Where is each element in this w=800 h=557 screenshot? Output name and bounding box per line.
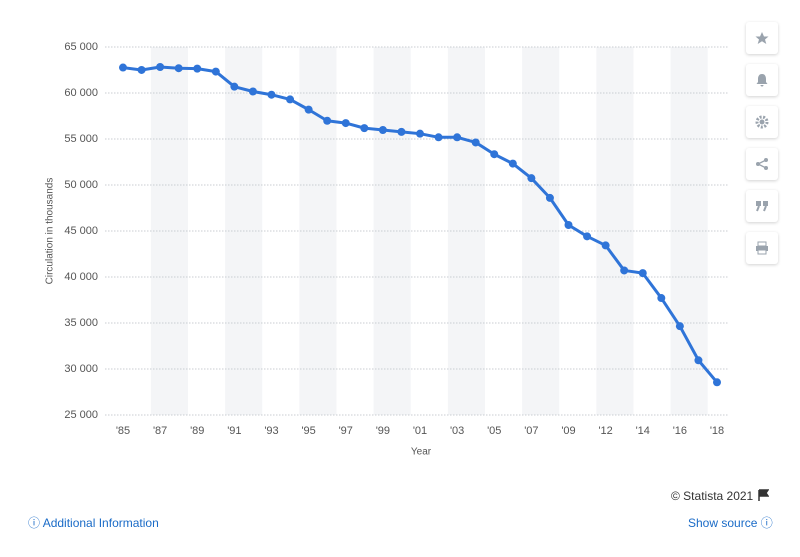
point [211,67,220,76]
x-tick-label: '01 [413,425,427,437]
point [137,65,146,74]
show-source-link[interactable]: Show source ⓘ [688,516,773,530]
point [193,64,202,73]
point [694,356,703,365]
point [360,124,369,133]
point [620,266,629,275]
point [527,174,536,183]
band [373,47,411,415]
point [397,127,406,136]
point [713,378,721,387]
point [416,129,424,138]
x-tick-label: '18 [710,425,724,437]
point [583,232,592,241]
point [378,125,387,134]
y-tick-label: 40 000 [64,271,98,283]
x-tick-label: '87 [153,425,167,437]
cite-button[interactable] [746,190,778,222]
additional-info-text: Additional Information [42,516,159,530]
point [471,138,480,147]
copyright: © Statista 2021 [671,489,769,503]
x-tick-label: '05 [487,425,501,437]
x-tick-label: '09 [561,425,575,437]
point [248,87,257,96]
y-tick-label: 55 000 [64,133,98,145]
x-tick-label: '97 [339,425,353,437]
y-axis-label: Circulation in thousands [45,178,56,285]
x-tick-label: '85 [116,425,130,437]
point [675,322,684,331]
point [286,95,295,104]
show-source-text: Show source [688,516,758,530]
y-tick-label: 65 000 [64,41,98,53]
y-tick-label: 30 000 [64,363,98,375]
x-tick-label: '03 [450,425,464,437]
band [670,47,708,415]
point [323,116,332,125]
x-tick-label: '89 [190,425,204,437]
point [490,150,499,159]
print-button[interactable] [746,232,778,264]
point [230,82,239,91]
share-button[interactable] [746,148,778,180]
x-tick-label: '12 [598,425,612,437]
x-tick-label: '14 [636,425,650,437]
favorite-button[interactable] [746,22,778,54]
x-axis-label: Year [411,447,432,458]
point [564,220,573,229]
x-tick-label: '16 [673,425,687,437]
settings-button[interactable] [746,106,778,138]
notification-button[interactable] [746,64,778,96]
point [453,133,462,142]
point [601,241,610,250]
y-tick-label: 35 000 [64,317,98,329]
point [545,193,554,202]
y-tick-label: 60 000 [64,87,98,99]
chart: Circulation in thousands Year 25 000 30 0… [45,41,728,458]
x-tick-label: '95 [301,425,315,437]
copyright-text: © Statista 2021 [671,489,754,503]
y-tick-label: 45 000 [64,225,98,237]
x-tick-label: '93 [264,425,278,437]
point [119,63,127,72]
point [174,64,183,73]
y-tick-label: 25 000 [64,409,98,421]
additional-info-link[interactable]: ⓘ Additional Information [28,516,159,530]
x-tick-label: '07 [524,425,538,437]
point [267,90,276,99]
point [156,63,165,72]
point [341,119,350,128]
point [434,133,443,142]
point [508,159,517,168]
x-tick-label: '91 [227,425,241,437]
x-tick-label: '99 [376,425,390,437]
point [304,105,313,114]
y-tick-label: 50 000 [64,179,98,191]
point [657,294,666,303]
point [638,269,647,278]
